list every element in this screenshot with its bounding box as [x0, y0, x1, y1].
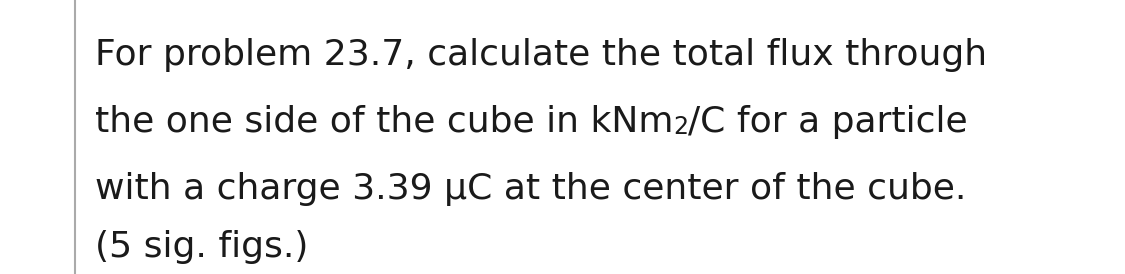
Text: (5 sig. figs.): (5 sig. figs.)	[94, 230, 308, 264]
Text: with a charge 3.39 μC at the center of the cube.: with a charge 3.39 μC at the center of t…	[94, 172, 966, 206]
Text: the one side of the cube in kNm: the one side of the cube in kNm	[94, 105, 674, 139]
Text: 2: 2	[674, 115, 688, 139]
Text: For problem 23.7, calculate the total flux through: For problem 23.7, calculate the total fl…	[94, 38, 987, 72]
Text: /C for a particle: /C for a particle	[688, 105, 969, 139]
